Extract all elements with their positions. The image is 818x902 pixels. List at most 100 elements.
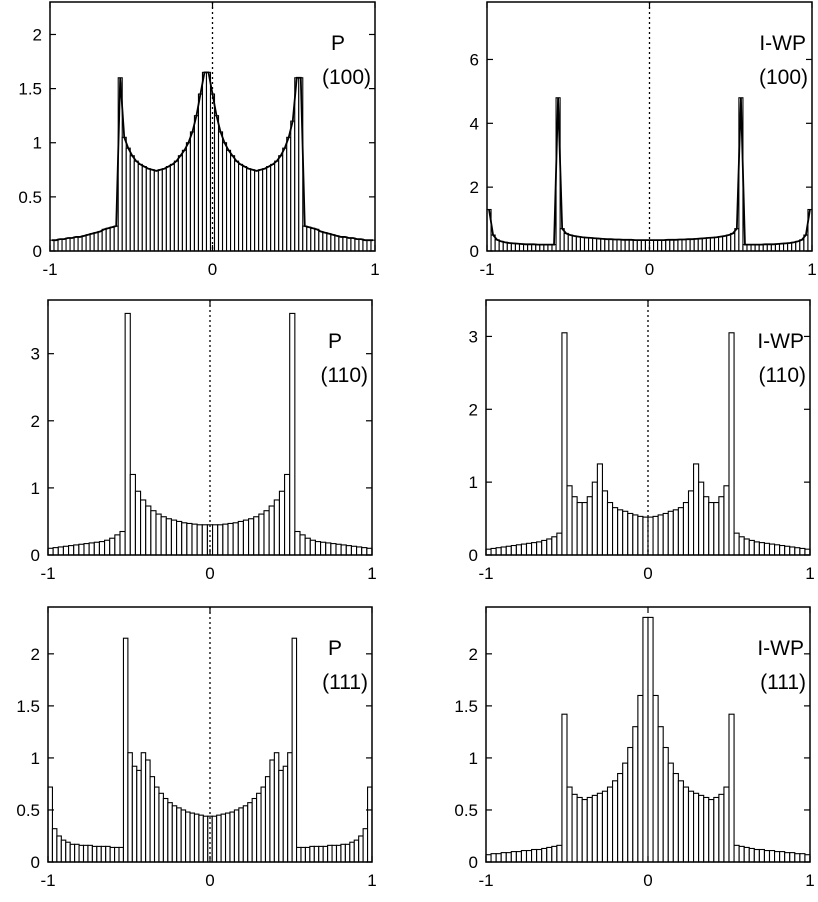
histogram-bar bbox=[322, 232, 328, 252]
histogram-bar bbox=[794, 547, 801, 556]
histogram-bar bbox=[294, 530, 301, 556]
bars bbox=[49, 71, 376, 252]
histogram-bar bbox=[309, 845, 315, 863]
histogram-bar bbox=[149, 169, 155, 252]
histogram-bar bbox=[514, 243, 521, 252]
histogram-bar bbox=[242, 519, 250, 556]
histogram-bar bbox=[346, 237, 352, 252]
histogram-bar bbox=[723, 485, 730, 556]
histogram-bar bbox=[541, 539, 548, 556]
histogram-bar bbox=[51, 828, 58, 863]
y-tick-label: 0 bbox=[469, 546, 478, 565]
histogram-bar bbox=[637, 515, 644, 556]
histogram-bar bbox=[520, 849, 528, 863]
histogram-bar bbox=[673, 239, 679, 252]
y-tick-label: 2 bbox=[469, 645, 478, 664]
histogram-bar bbox=[247, 802, 253, 863]
panel-label-line2: (111) bbox=[760, 671, 806, 694]
histogram-bar bbox=[743, 846, 750, 863]
histogram-bar bbox=[78, 844, 85, 863]
histogram-bar bbox=[118, 846, 125, 863]
histogram-bar bbox=[91, 845, 98, 863]
histogram-bar bbox=[193, 115, 200, 252]
histogram-bar bbox=[162, 797, 169, 863]
y-tick-label: 0 bbox=[470, 242, 479, 261]
fitted-curve bbox=[488, 97, 811, 246]
histogram-bar bbox=[69, 237, 75, 252]
histogram-bar bbox=[313, 845, 320, 863]
histogram-bar bbox=[358, 238, 364, 252]
y-tick-label: 1.5 bbox=[454, 697, 478, 716]
histogram-bar bbox=[617, 509, 624, 556]
histogram-bar bbox=[201, 71, 208, 252]
histogram-bar bbox=[141, 166, 147, 252]
histogram-bar bbox=[515, 851, 522, 863]
histogram-bar bbox=[531, 848, 538, 863]
histogram-bar bbox=[748, 847, 755, 863]
histogram-bar bbox=[581, 501, 588, 556]
histogram-bar bbox=[340, 544, 347, 556]
histogram-bar bbox=[535, 244, 541, 252]
y-tick-label: 0 bbox=[31, 546, 40, 565]
y-tick-label: 1.5 bbox=[16, 697, 40, 716]
histogram-bar bbox=[282, 147, 288, 252]
histogram-bar bbox=[541, 847, 548, 863]
panel-label-line2: (111) bbox=[322, 671, 368, 694]
histogram-bar bbox=[498, 240, 504, 252]
histogram-bar bbox=[787, 242, 793, 252]
y-tick-label: 0.5 bbox=[454, 801, 478, 820]
histogram-bar bbox=[738, 845, 745, 863]
histogram-bar bbox=[161, 168, 167, 252]
x-ticks: -1 0 1 bbox=[40, 607, 377, 890]
histogram-bar bbox=[109, 537, 116, 556]
histogram-bar bbox=[768, 543, 776, 556]
histogram-bar bbox=[238, 807, 244, 863]
histogram-bar bbox=[713, 796, 720, 863]
histogram-bar bbox=[157, 169, 163, 252]
histogram-bar bbox=[246, 168, 252, 252]
histogram-bar bbox=[330, 234, 336, 252]
histogram-bar bbox=[186, 522, 193, 556]
histogram-bar bbox=[173, 160, 179, 252]
histogram-bar bbox=[642, 616, 649, 863]
panel-p-100: -1 0 1 00.511.52 P (100) bbox=[18, 1, 380, 279]
histogram-bar bbox=[294, 77, 300, 252]
histogram-bar bbox=[636, 239, 642, 252]
y-ticks: 0 1 2 3 bbox=[31, 345, 372, 565]
histogram-bar bbox=[256, 792, 262, 863]
x-tick-label: -1 bbox=[478, 871, 493, 890]
panel-label-line1: I-WP bbox=[757, 637, 804, 660]
histogram-bar bbox=[583, 237, 590, 252]
histogram-bar bbox=[632, 239, 638, 252]
histogram-bar bbox=[227, 522, 234, 556]
histogram-bar bbox=[264, 776, 271, 863]
panel-label-line2: (110) bbox=[321, 364, 368, 387]
histogram-bar bbox=[746, 244, 752, 252]
histogram-bar bbox=[274, 160, 280, 252]
histogram-bar bbox=[213, 115, 220, 252]
histogram-bar bbox=[768, 849, 776, 863]
histogram-bar bbox=[358, 835, 364, 863]
histogram-bar bbox=[701, 237, 707, 252]
histogram-bar bbox=[804, 854, 811, 863]
histogram-bar bbox=[500, 852, 507, 863]
histogram-bar bbox=[742, 244, 748, 252]
y-ticks: 0 1 2 3 bbox=[469, 327, 810, 565]
histogram-bar bbox=[160, 516, 167, 556]
histogram-bar bbox=[728, 713, 735, 863]
histogram-bar bbox=[242, 805, 249, 863]
histogram-bar bbox=[193, 813, 200, 863]
histogram-bar bbox=[689, 238, 695, 252]
histogram-bar bbox=[230, 155, 236, 252]
histogram-bar bbox=[345, 545, 352, 556]
histogram-bar bbox=[325, 542, 332, 556]
histogram-bar bbox=[779, 851, 786, 863]
histogram-bar bbox=[698, 794, 705, 863]
histogram-bar bbox=[222, 523, 229, 556]
histogram-bar bbox=[196, 524, 203, 556]
histogram-bar bbox=[518, 243, 525, 252]
histogram-bar bbox=[697, 238, 703, 252]
histogram-bar bbox=[624, 239, 630, 252]
